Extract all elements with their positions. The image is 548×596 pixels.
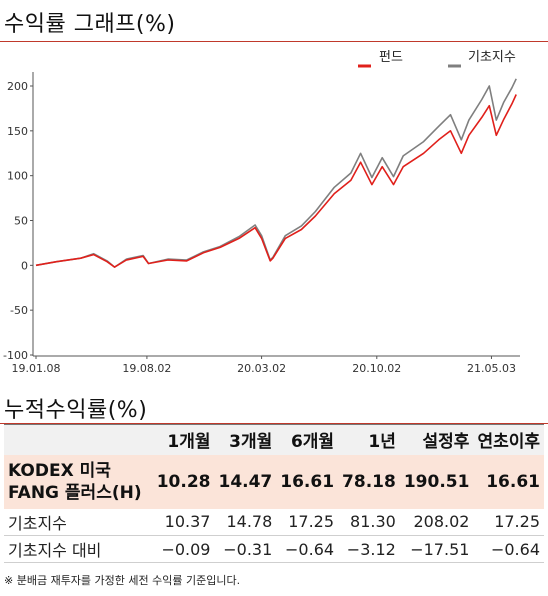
header-cell: 3개월 bbox=[229, 432, 273, 453]
header-cell: 연초이후 bbox=[477, 432, 540, 453]
title-underline bbox=[0, 41, 548, 42]
footnote: ※ 분배금 재투자를 가정한 세전 수익률 기준입니다. bbox=[4, 574, 241, 587]
y-tick-label: 0 bbox=[21, 259, 28, 272]
cell: 16.61 bbox=[486, 471, 540, 492]
row-label: KODEX 미국FANG 플러스(H) bbox=[8, 460, 142, 503]
header-cell: 1년 bbox=[368, 432, 396, 453]
table-header-row: 1개월 3개월 6개월 1년 설정후 연초이후 bbox=[4, 424, 544, 455]
cell: −0.64 bbox=[490, 539, 540, 559]
y-tick-label: 150 bbox=[7, 125, 28, 138]
return-chart: 200 150 100 50 0 -50 -100 19.01.08 19.08.02 20.0… bbox=[3, 50, 520, 375]
header-cell bbox=[4, 425, 153, 455]
x-tick-label: 19.01.08 bbox=[12, 362, 61, 375]
cell: −0.31 bbox=[223, 539, 273, 559]
y-tick-label: 50 bbox=[14, 215, 28, 228]
series-line-fund bbox=[35, 94, 517, 268]
x-tick-label: 19.08.02 bbox=[122, 362, 171, 375]
cell: −3.12 bbox=[346, 539, 396, 559]
y-tick-label: 200 bbox=[7, 80, 28, 93]
cell: 208.02 bbox=[413, 512, 470, 532]
cell: 14.78 bbox=[226, 512, 273, 532]
x-tick-label: 21.05.03 bbox=[467, 362, 516, 375]
y-tick-labels: 200 150 100 50 0 -50 -100 bbox=[3, 80, 28, 362]
table-row: 기초지수 대비 −0.09 −0.31 −0.64 −3.12 −17.51 −… bbox=[4, 536, 544, 563]
cell: 17.25 bbox=[494, 512, 540, 532]
cell: −0.09 bbox=[161, 539, 211, 559]
y-tick-label: -50 bbox=[10, 304, 28, 317]
header-cell: 6개월 bbox=[290, 432, 335, 453]
cell: 190.51 bbox=[403, 471, 470, 492]
y-tick-label: 100 bbox=[7, 170, 28, 183]
x-tick-labels: 19.01.08 19.08.02 20.03.02 20.10.02 21.05.03 bbox=[12, 356, 516, 375]
legend-label-benchmark: 기초지수 bbox=[468, 50, 516, 65]
series-lines bbox=[35, 78, 517, 268]
cell: 14.47 bbox=[218, 471, 273, 492]
returns-title: 누적수익률(%) bbox=[4, 398, 148, 423]
cell: 17.25 bbox=[288, 512, 335, 532]
cell: 78.18 bbox=[342, 471, 396, 492]
returns-title-underline bbox=[0, 423, 548, 424]
table-row: 기초지수 10.37 14.78 17.25 81.30 208.02 17.2… bbox=[4, 509, 544, 536]
row-label: 기초지수 bbox=[8, 513, 67, 533]
table-row: KODEX 미국FANG 플러스(H) 10.28 14.47 16.61 78… bbox=[4, 454, 544, 509]
series-line-benchmark bbox=[35, 78, 517, 268]
cell: 10.37 bbox=[164, 512, 211, 532]
y-tick-label: -100 bbox=[3, 349, 28, 362]
header-cell: 1개월 bbox=[167, 432, 211, 453]
x-tick-label: 20.03.02 bbox=[237, 362, 286, 375]
header-cell: 설정후 bbox=[422, 432, 470, 453]
cell: −17.51 bbox=[410, 539, 470, 559]
legend-label-fund: 펀드 bbox=[379, 50, 403, 65]
cell: −0.64 bbox=[285, 539, 335, 559]
cell: 10.28 bbox=[156, 471, 211, 492]
returns-table: 1개월 3개월 6개월 1년 설정후 연초이후 KODEX 미국FANG 플러스… bbox=[4, 424, 544, 563]
x-tick-label: 20.10.02 bbox=[352, 362, 401, 375]
cell: 16.61 bbox=[280, 471, 335, 492]
legend: 펀드 기초지수 bbox=[358, 50, 516, 68]
chart-title: 수익률 그래프(%) bbox=[4, 12, 176, 37]
cell: 81.30 bbox=[350, 512, 396, 532]
row-label: 기초지수 대비 bbox=[8, 541, 102, 560]
